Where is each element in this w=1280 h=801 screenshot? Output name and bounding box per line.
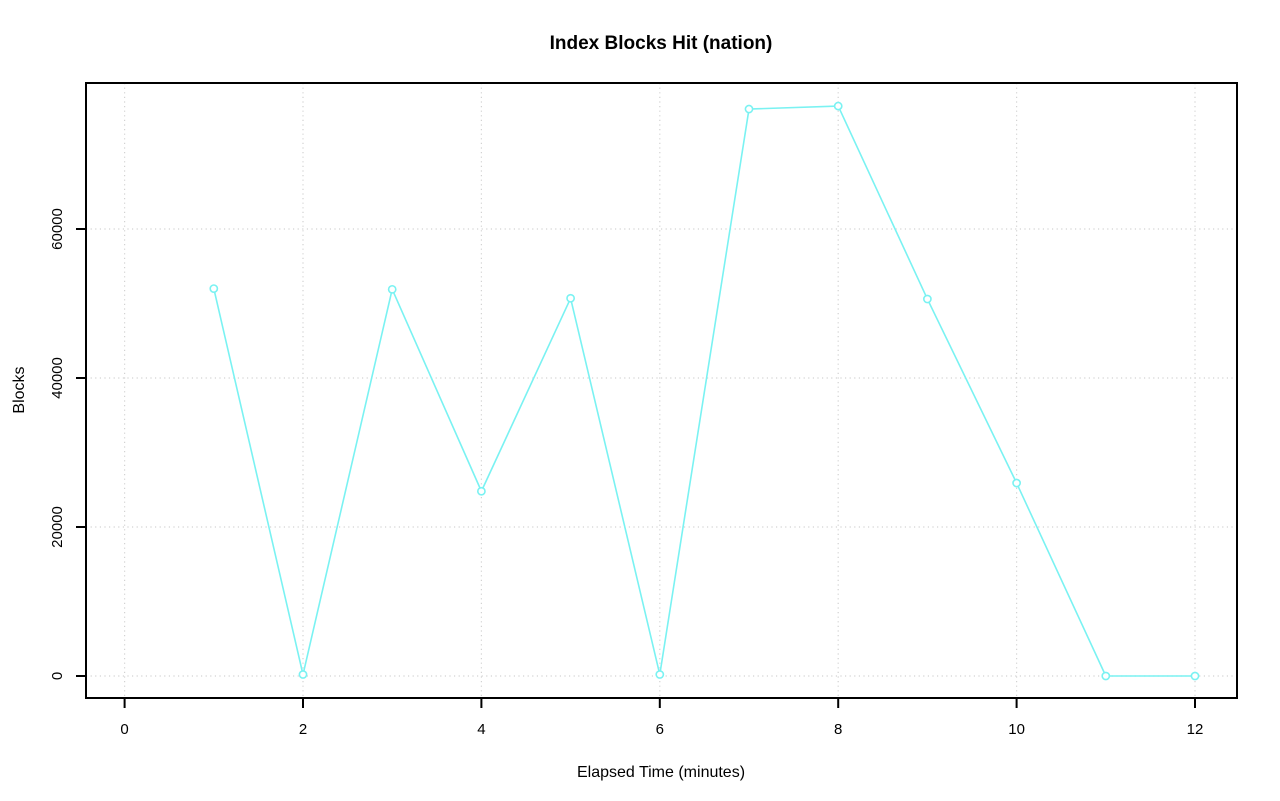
y-tick-label: 20000 [49, 506, 66, 548]
y-tick-label: 60000 [49, 208, 66, 250]
grid-layer [86, 83, 1237, 698]
data-point [1190, 671, 1200, 681]
series-line [213, 105, 1195, 677]
x-tick-label: 12 [1187, 721, 1204, 738]
data-point [1101, 671, 1111, 681]
x-tick-label: 4 [477, 721, 485, 738]
x-axis-label: Elapsed Time (minutes) [577, 764, 745, 781]
data-point [923, 294, 932, 304]
data-point [298, 670, 308, 679]
y-tick-label: 40000 [49, 357, 66, 399]
data-point [566, 293, 575, 303]
plot-border [85, 82, 1238, 699]
data-point [387, 284, 397, 294]
data-point [833, 101, 843, 111]
data-point [1012, 478, 1021, 488]
data-point [655, 670, 665, 679]
y-axis-label: Blocks [11, 366, 28, 413]
data-point [744, 104, 754, 114]
x-tick-label: 2 [299, 721, 307, 738]
x-tick-label: 6 [656, 721, 664, 738]
x-tick-label: 8 [834, 721, 842, 738]
data-point [209, 284, 219, 293]
x-tick-label: 0 [120, 721, 128, 738]
chart-title: Index Blocks Hit (nation) [550, 33, 773, 54]
series-layer [209, 101, 1200, 681]
y-tick-label: 0 [49, 672, 66, 680]
x-tick-label: 10 [1008, 721, 1025, 738]
axis-layer: 0 2 4 6 8 10 12 0 20000 40000 60000 [49, 208, 1203, 738]
data-point [476, 486, 486, 496]
